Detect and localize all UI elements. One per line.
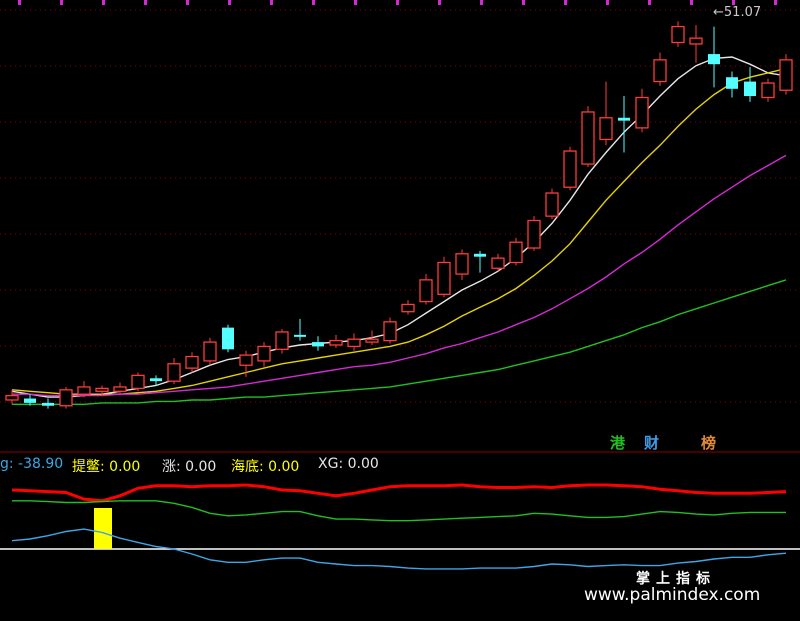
candle-body-up: [509, 241, 523, 264]
candle-body-up: [401, 303, 415, 313]
top-marker: [354, 0, 357, 5]
watermark-cn: 掌上指标: [636, 571, 716, 587]
candle-body-up: [113, 386, 127, 392]
top-marker: [186, 0, 189, 5]
top-marker: [438, 0, 441, 5]
candle-body-down: [312, 342, 324, 347]
candle-body-down: [42, 402, 54, 406]
signal-bar: [94, 508, 112, 549]
top-marker: [648, 0, 651, 5]
candle-body-up: [437, 261, 451, 295]
candle-body-up: [95, 387, 109, 392]
candle-body-up: [419, 279, 433, 303]
candle-body-up: [77, 386, 91, 395]
top-marker: [270, 0, 273, 5]
tag-gang[interactable]: 港: [610, 434, 626, 452]
candle-body-up: [563, 150, 577, 188]
candle-body-up: [365, 338, 379, 343]
candle-body-up: [347, 338, 361, 348]
candle-body-down: [744, 81, 756, 97]
candle-body-down: [24, 398, 36, 403]
candle-body-up: [689, 37, 703, 45]
tag-bang[interactable]: 榜: [701, 434, 717, 452]
candle-body-up: [581, 111, 595, 165]
top-marker: [102, 0, 105, 5]
candle-body-up: [59, 389, 73, 407]
candle-body-down: [708, 54, 720, 65]
top-marker: [18, 0, 21, 5]
top-marker: [144, 0, 147, 5]
candle-body-up: [167, 363, 181, 382]
indicator-haidi: 海底: 0.00: [231, 459, 300, 475]
candle-body-up: [131, 374, 145, 390]
high-arrow: ←: [713, 5, 724, 20]
top-marker: [522, 0, 525, 5]
tag-cai[interactable]: 财: [644, 434, 660, 452]
candle-body-up: [383, 321, 397, 342]
candle-body-up: [203, 341, 217, 362]
candle-body-up: [671, 25, 685, 44]
candle-body-down: [474, 253, 486, 257]
candle-body-up: [257, 345, 271, 362]
ma-line-3: [12, 279, 787, 405]
top-marker: [732, 0, 735, 5]
top-marker: [228, 0, 231, 5]
candle-body-down: [222, 327, 234, 350]
top-marker: [564, 0, 567, 5]
candle-body-up: [491, 257, 505, 269]
indicator-zhang: 涨: 0.00: [162, 459, 217, 475]
ma-line-1: [11, 67, 787, 395]
candle-body-up: [527, 219, 541, 249]
ma-line-2: [12, 154, 787, 397]
candle-body-up: [761, 82, 775, 99]
indicator-line-0: [11, 483, 787, 503]
candle-body-up: [635, 96, 649, 129]
top-marker: [606, 0, 609, 5]
top-marker: [396, 0, 399, 5]
indicator-line-1: [12, 500, 786, 522]
top-marker: [312, 0, 315, 5]
candle-body-up: [653, 59, 667, 83]
candle-body-down: [618, 117, 630, 121]
candle-body-up: [5, 394, 19, 401]
top-marker: [60, 0, 63, 5]
candle-body-up: [545, 192, 559, 217]
candle-body-down: [294, 334, 306, 337]
candle-body-down: [150, 378, 162, 382]
candle-body-up: [329, 339, 343, 346]
candle-body-up: [779, 59, 793, 91]
indicator-diff: g: -38.90: [0, 456, 64, 472]
candle-body-down: [726, 77, 738, 89]
candle-body-up: [455, 253, 469, 275]
top-marker: [774, 0, 777, 5]
indicator-tijian: 提鳖: 0.00: [72, 459, 141, 475]
indicator-line-2: [11, 528, 787, 570]
ma-line-0: [11, 56, 787, 398]
watermark-url: www.palmindex.com: [584, 585, 761, 605]
top-marker: [480, 0, 483, 5]
top-marker: [690, 0, 693, 5]
candle-body-up: [239, 354, 253, 366]
candle-body-up: [185, 355, 199, 369]
indicator-xg: XG: 0.00: [318, 456, 379, 472]
price-high-label: ←51.07: [713, 5, 762, 20]
candle-body-up: [599, 117, 613, 141]
candle-body-up: [275, 331, 289, 350]
